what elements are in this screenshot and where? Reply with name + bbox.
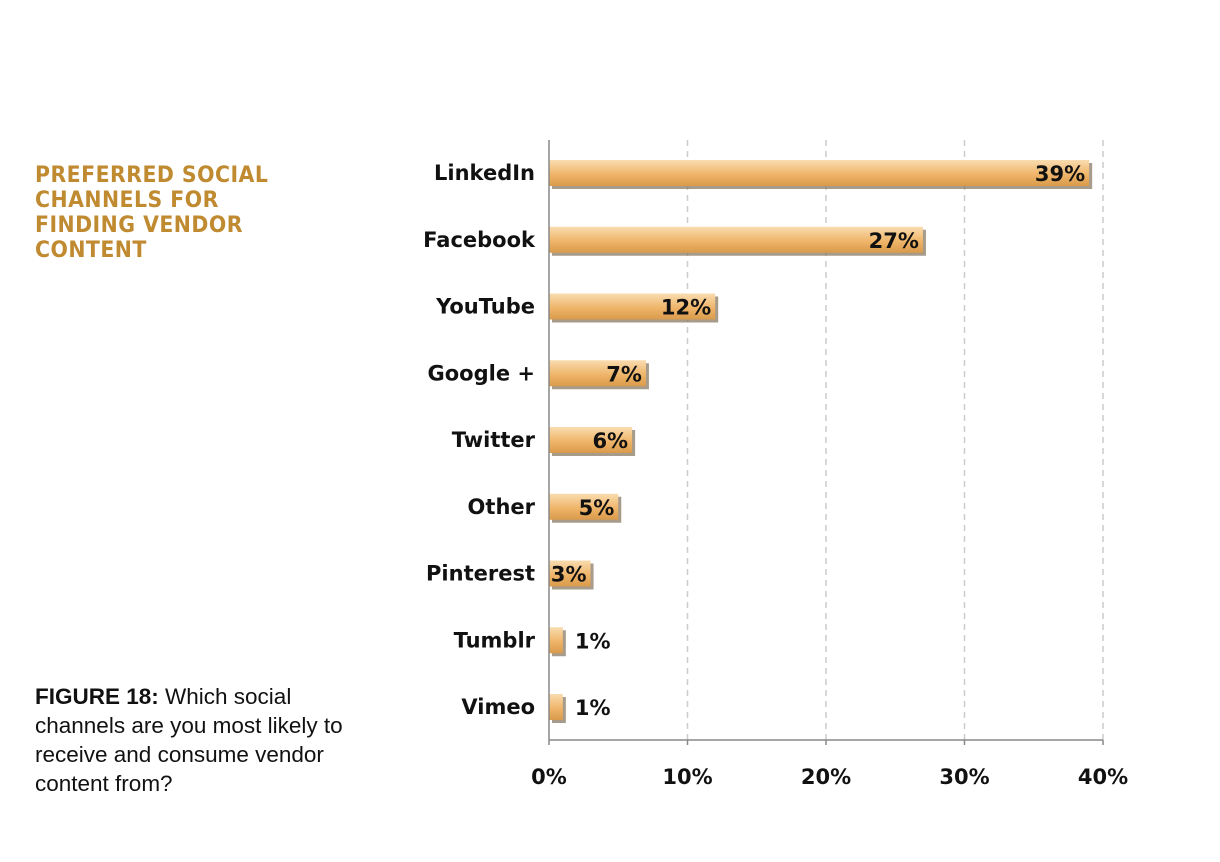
bar — [549, 160, 1090, 186]
bar — [549, 493, 619, 520]
value-label: 1% — [575, 696, 611, 720]
category-label: Pinterest — [426, 562, 535, 586]
x-tick-label: 30% — [939, 765, 989, 789]
bar — [549, 226, 923, 253]
category-label: Google + — [428, 361, 535, 385]
bar — [549, 427, 633, 453]
category-label: Vimeo — [461, 695, 535, 719]
x-tick-label: 40% — [1078, 765, 1128, 789]
value-label: 7% — [606, 362, 642, 386]
category-label: Facebook — [423, 228, 536, 252]
heading-line: CHANNELS FOR — [35, 188, 219, 213]
figure-caption-text: Which social channels are you most likel… — [35, 684, 343, 796]
value-label: 6% — [592, 429, 628, 453]
category-label: Twitter — [452, 428, 536, 452]
figure-caption: FIGURE 18: Which social channels are you… — [35, 682, 375, 798]
value-label: 12% — [661, 296, 711, 320]
bars — [549, 160, 1093, 723]
x-tick-label: 20% — [801, 765, 851, 789]
x-tick-label: 0% — [531, 765, 567, 789]
bar — [549, 560, 591, 587]
value-label: 5% — [579, 496, 615, 520]
bar — [549, 694, 563, 720]
axes — [548, 140, 1104, 745]
value-label: 27% — [869, 229, 919, 253]
heading-line: FINDING VENDOR — [35, 213, 243, 238]
bar — [549, 627, 563, 654]
category-label: Other — [468, 495, 536, 519]
bar — [549, 293, 716, 320]
category-label: YouTube — [435, 295, 535, 319]
x-tick-label: 10% — [662, 765, 712, 789]
category-label: LinkedIn — [434, 161, 535, 185]
value-label: 3% — [551, 563, 587, 587]
value-label: 39% — [1035, 162, 1085, 186]
heading-line: CONTENT — [35, 238, 147, 263]
chart-heading: PREFERRED SOCIAL CHANNELS FOR FINDING VE… — [35, 163, 277, 263]
heading-line: PREFERRED SOCIAL — [35, 163, 269, 188]
bar — [549, 360, 646, 387]
figure-caption-label: FIGURE 18: — [35, 684, 159, 709]
value-label: 1% — [575, 629, 611, 653]
category-label: Tumblr — [454, 628, 536, 652]
labels: 0% 10% 20% 30% 40% LinkedIn 39% Facebook 27% YouT… — [423, 161, 1128, 789]
